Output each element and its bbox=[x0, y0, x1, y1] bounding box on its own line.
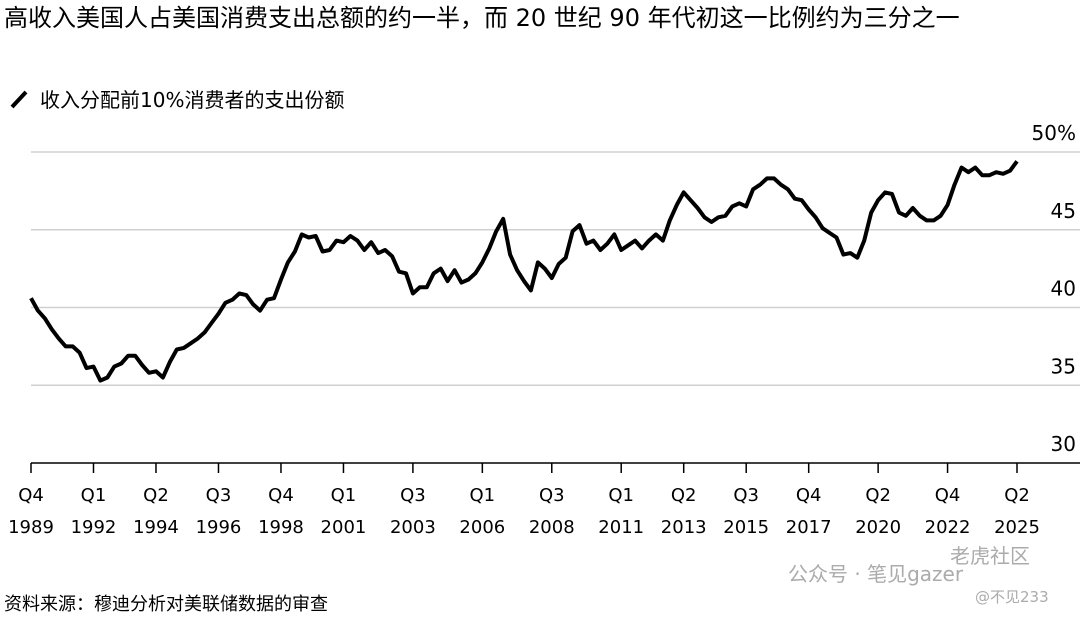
y-tick-label: 40 bbox=[1051, 277, 1076, 301]
legend-swatch bbox=[10, 90, 28, 108]
x-tick-label: Q2 2020 bbox=[855, 485, 902, 538]
x-tick-label: Q2 2013 bbox=[660, 485, 707, 538]
x-tick-label: Q3 2008 bbox=[528, 485, 575, 538]
y-tick-label: 30 bbox=[1051, 432, 1076, 456]
watermark: 老虎社区 bbox=[950, 544, 1030, 568]
x-tick-label: Q4 2017 bbox=[785, 485, 832, 538]
y-tick-label: 50% bbox=[1032, 121, 1076, 145]
chart-title: 高收入美国人占美国消费支出总额的约一半，而 20 世纪 90 年代初这一比例约为… bbox=[4, 4, 960, 32]
legend-label: 收入分配前10%消费者的支出份额 bbox=[40, 88, 345, 112]
x-tick-label: Q1 2011 bbox=[598, 485, 645, 538]
watermark: 公众号 · 笔见gazer bbox=[788, 562, 964, 586]
x-tick-label: Q3 2015 bbox=[723, 485, 770, 538]
legend: 收入分配前10%消费者的支出份额 bbox=[8, 84, 344, 113]
y-tick-label: 45 bbox=[1051, 199, 1076, 223]
x-tick-label: Q4 1998 bbox=[258, 485, 304, 538]
x-tick-label: Q3 1996 bbox=[195, 485, 242, 538]
x-tick-label: Q1 2001 bbox=[320, 485, 367, 538]
x-tick-label: Q4 1989 bbox=[8, 485, 54, 538]
source: 资料来源：穆迪分析对美联储数据的审查 bbox=[4, 594, 328, 615]
x-tick-label: Q3 2003 bbox=[389, 485, 436, 538]
line bbox=[29, 160, 1019, 383]
x-tick-label: Q4 2022 bbox=[924, 485, 971, 538]
x-tick-label: Q2 2025 bbox=[994, 485, 1040, 538]
watermark: @不见233 bbox=[975, 588, 1049, 606]
x-tick-label: Q2 1994 bbox=[133, 485, 179, 538]
x-tick-label: Q1 2006 bbox=[459, 485, 506, 538]
y-tick-label: 35 bbox=[1051, 354, 1076, 378]
x-tick-label: Q1 1992 bbox=[70, 485, 117, 538]
